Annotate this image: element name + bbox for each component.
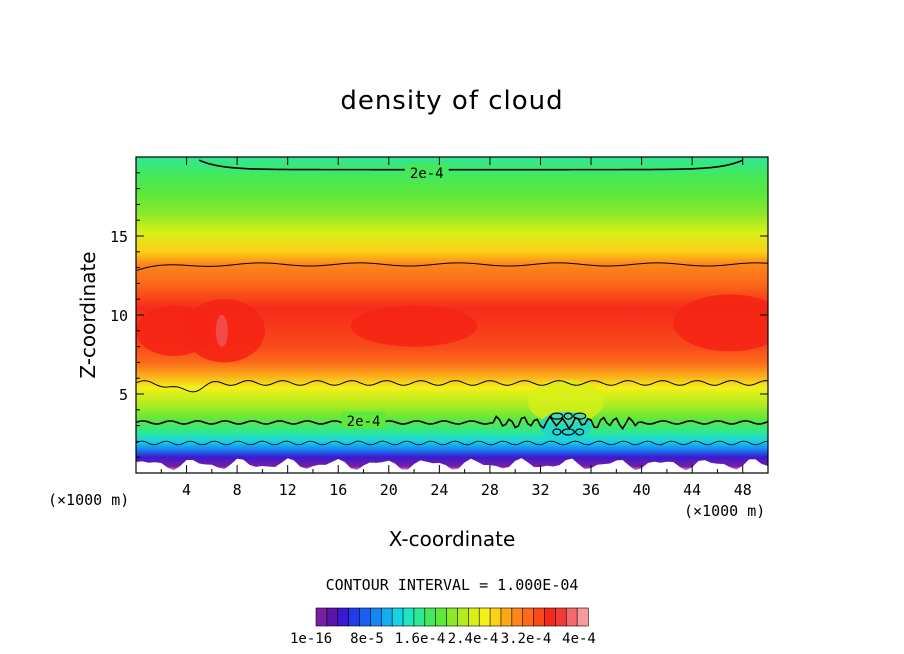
core-region-1	[350, 305, 478, 347]
contour-label-bg-0	[404, 163, 449, 180]
x-tick-label-11: 48	[734, 481, 752, 499]
contour-field	[136, 157, 768, 473]
core-region-2	[673, 294, 768, 352]
contour-line-2e-4-upper	[198, 159, 744, 171]
colorbar-swatch-13	[457, 607, 469, 627]
contour-label-bg-1	[341, 411, 386, 428]
contour-interval-text: CONTOUR INTERVAL = 1.000E-04	[325, 576, 579, 594]
colorbar-swatch-6	[380, 607, 393, 627]
colorbar-label-0: 1e-16	[290, 631, 332, 647]
max-core	[215, 314, 228, 347]
y-tick-label-1: 10	[110, 307, 128, 325]
x-tick-label-10: 44	[683, 481, 701, 499]
colorbar-swatch-17	[500, 607, 513, 627]
x-tick-label-9: 40	[633, 481, 651, 499]
perturbation	[527, 379, 604, 424]
colorbar-swatch-12	[446, 607, 459, 627]
colorbar-swatch-16	[489, 607, 502, 627]
contour-label-0: 2e-4	[410, 166, 444, 182]
x-tick-label-2: 12	[279, 481, 297, 499]
core-region-3	[136, 305, 212, 357]
perturbation-contour-2	[575, 428, 585, 436]
x-tick-label-5: 24	[430, 481, 448, 499]
colorbar-swatch-9	[413, 607, 426, 627]
colorbar-swatch-5	[370, 607, 382, 627]
perturbation-contour-5	[573, 412, 587, 420]
x-tick-label-6: 28	[481, 481, 499, 499]
contour-line-lower-mid	[136, 380, 768, 393]
colorbar-swatch-21	[544, 607, 556, 627]
colorbar-swatch-2	[337, 607, 350, 627]
contour-line-2e-4-lower	[136, 415, 768, 431]
x-tick-label-1: 8	[233, 481, 242, 499]
perturbation-contour-1	[561, 428, 575, 436]
colorbar-label-1: 8e-5	[350, 631, 384, 647]
x-tick-label-7: 32	[531, 481, 549, 499]
x-tick-label-3: 16	[329, 481, 347, 499]
x-unit-right: (×1000 m)	[684, 502, 766, 520]
colorbar-swatch-11	[435, 607, 448, 627]
perturbation-contour-0	[552, 428, 562, 436]
colorbar-swatch-1	[326, 607, 339, 627]
colorbar-swatch-7	[391, 607, 404, 627]
perturbation-contour-3	[550, 412, 564, 420]
contour-label-1: 2e-4	[347, 414, 381, 430]
colorbar-label-2: 1.6e-4	[395, 631, 446, 647]
colorbar-label-4: 3.2e-4	[501, 631, 552, 647]
colorbar-swatch-3	[348, 607, 361, 627]
colorbar-swatch-18	[511, 607, 524, 627]
x-tick-label-8: 36	[582, 481, 600, 499]
y-tick-label-2: 15	[110, 228, 128, 246]
x-tick-label-4: 20	[380, 481, 398, 499]
x-unit-left: (×1000 m)	[48, 491, 130, 509]
perturbation-contour-4	[563, 412, 573, 420]
colorbar-swatch-10	[424, 607, 437, 627]
colorbar-swatch-23	[565, 607, 578, 627]
colorbar-swatch-24	[576, 607, 589, 627]
contour-line-low	[136, 440, 768, 446]
colorbar-label-5: 4e-4	[562, 631, 596, 647]
colorbar-swatch-20	[533, 607, 546, 627]
colorbar-swatch-22	[555, 607, 567, 627]
colorbar-label-3: 2.4e-4	[448, 631, 499, 647]
colorbar-swatch-0	[315, 607, 328, 627]
colorbar-swatch-8	[402, 607, 415, 627]
x-axis-label: X-coordinate	[388, 527, 516, 551]
contour-line-upper-mid	[136, 262, 768, 272]
chart-title: density of cloud	[340, 86, 564, 116]
colorbar-swatch-14	[468, 607, 480, 627]
colorbar-swatch-15	[478, 607, 491, 627]
colorbar-swatch-4	[359, 607, 371, 627]
colorbar-swatch-19	[522, 607, 535, 627]
x-tick-label-0: 4	[182, 481, 191, 499]
ground-gap	[136, 458, 768, 473]
y-tick-label-0: 5	[119, 386, 128, 404]
